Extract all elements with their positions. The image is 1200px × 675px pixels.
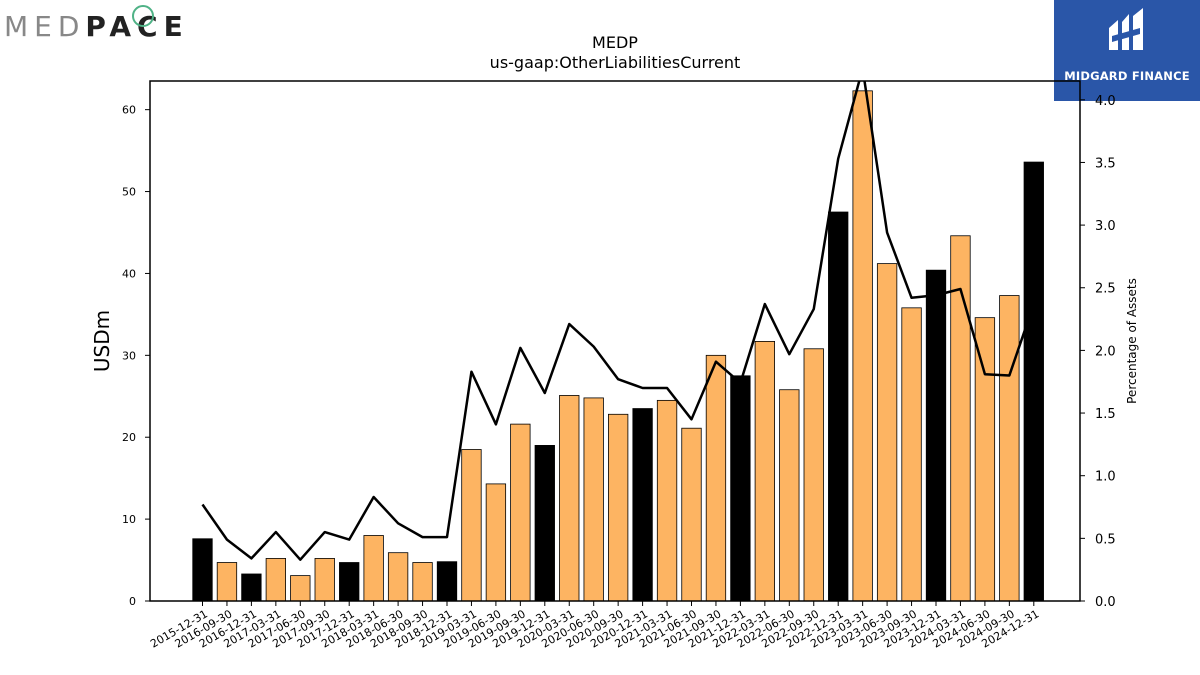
bar-2020-06-30 (583, 397, 604, 602)
y2-tick-label: 1.5 (1095, 407, 1116, 422)
y2-tick-label: 3.0 (1095, 219, 1116, 234)
y-tick-label: 40 (122, 267, 136, 280)
y-tick-label: 0 (129, 595, 136, 608)
pct-assets-line (201, 81, 1035, 561)
y2-tick-label: 3.5 (1095, 156, 1116, 171)
y2-tick-label: 0.0 (1095, 595, 1116, 610)
bar-2022-03-31 (754, 341, 775, 602)
y-tick-label: 20 (122, 431, 136, 444)
bar-2021-09-30 (705, 354, 727, 602)
bar-2017-09-30 (314, 558, 335, 602)
bar-2018-12-31 (436, 561, 458, 602)
bar-2023-12-31 (925, 269, 947, 602)
bar-2023-03-31 (852, 90, 873, 602)
chart-subtitle: us-gaap:OtherLiabilitiesCurrent (490, 53, 741, 72)
y2-tick-label: 1.0 (1095, 470, 1116, 485)
midgard-finance-text: MIDGARD FINANCE (1064, 69, 1190, 83)
chart-title: MEDP (592, 33, 638, 52)
bar-2020-03-31 (559, 395, 580, 602)
svg-text:MEDPACE: MEDPACE (4, 10, 189, 43)
bar-2023-06-30 (876, 263, 898, 602)
y-tick-label: 30 (122, 349, 136, 362)
bar-2018-06-30 (387, 552, 409, 602)
bars-group (192, 90, 1044, 602)
bar-2021-12-31 (730, 375, 751, 602)
y-axis-label: USDm (90, 310, 114, 372)
bar-2021-06-30 (681, 427, 702, 602)
bar-2022-06-30 (779, 389, 800, 602)
bar-2016-09-30 (216, 562, 238, 602)
y2-tick-label: 0.5 (1095, 532, 1116, 547)
y-axis-right: 0.0 0.5 1.0 1.5 2.0 2.5 3.0 3.5 4.0 (1080, 94, 1116, 610)
bar-2019-09-30 (510, 423, 531, 602)
bar-2024-12-31 (1023, 161, 1044, 602)
line-group (201, 81, 1035, 561)
bar-2022-09-30 (803, 348, 824, 602)
y2-tick-label: 4.0 (1095, 94, 1116, 109)
bar-2017-06-30 (290, 575, 311, 602)
bar-2018-03-31 (363, 535, 384, 602)
bar-2016-12-31 (241, 573, 262, 602)
bar-2017-03-31 (265, 558, 287, 602)
y-tick-label: 60 (122, 104, 136, 117)
bar-2018-09-30 (412, 562, 433, 602)
bar-2020-09-30 (608, 413, 629, 602)
bar-2024-06-30 (974, 317, 996, 602)
bar-2019-12-31 (534, 445, 555, 602)
bar-2021-03-31 (656, 399, 678, 602)
bar-2019-03-31 (461, 449, 482, 602)
y-tick-label: 10 (122, 513, 136, 526)
bar-2023-09-30 (901, 307, 922, 602)
bar-2015-12-31 (192, 538, 213, 602)
bar-2017-12-31 (339, 562, 360, 602)
y2-tick-label: 2.5 (1095, 282, 1116, 297)
y-tick-label: 50 (122, 186, 136, 199)
bar-2019-06-30 (485, 483, 507, 602)
x-axis: 2015-12-312016-09-302016-12-312017-03-31… (148, 601, 1041, 651)
plot-frame (149, 80, 1081, 602)
bar-2024-09-30 (999, 295, 1020, 602)
medpace-logo: MEDPACE (4, 4, 216, 44)
bar-2022-12-31 (828, 211, 849, 602)
y2-axis-label: Percentage of Assets (1125, 278, 1139, 404)
midgard-finance-logo: MIDGARD FINANCE (1054, 0, 1200, 101)
y2-tick-label: 2.0 (1095, 344, 1116, 359)
y-axis-left: 0 10 20 30 40 50 60 (122, 104, 150, 608)
bar-2020-12-31 (632, 408, 653, 602)
